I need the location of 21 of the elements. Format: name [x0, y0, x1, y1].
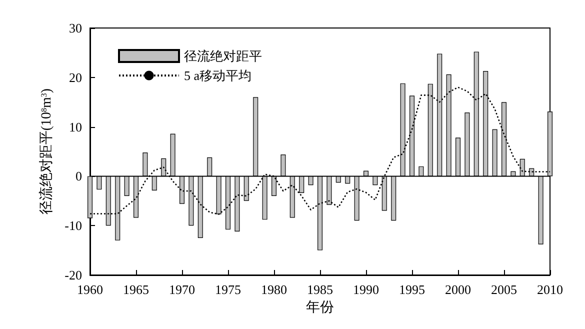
y-tick-label: 0 [76, 168, 82, 184]
y-axis-title: 径流绝对距平(108m3) [38, 88, 54, 215]
x-axis-title: 年份 [306, 299, 334, 316]
x-tick-label: 1985 [307, 282, 333, 297]
x-tick-label: 2010 [537, 282, 563, 297]
y-tick-label: -20 [64, 268, 82, 282]
y-tick-label: 10 [69, 119, 82, 134]
legend-label: 5 a移动平均 [184, 68, 252, 83]
x-tick-label: 1960 [77, 282, 103, 297]
y-tick-label: 30 [69, 20, 82, 36]
x-tick-label: 1980 [261, 282, 287, 297]
x-tick-label: 1995 [399, 282, 425, 297]
y-tick-label: -10 [64, 218, 82, 234]
x-tick-label: 1990 [353, 282, 379, 297]
x-tick-label: 1975 [215, 282, 241, 297]
y-tick-label: 20 [69, 70, 82, 85]
x-tick-label: 2000 [445, 282, 471, 297]
x-tick-label: 1965 [123, 282, 149, 297]
x-tick-label: 1970 [169, 282, 195, 297]
x-tick-label: 2005 [491, 282, 517, 297]
legend-label: 径流绝对距平 [184, 48, 262, 64]
